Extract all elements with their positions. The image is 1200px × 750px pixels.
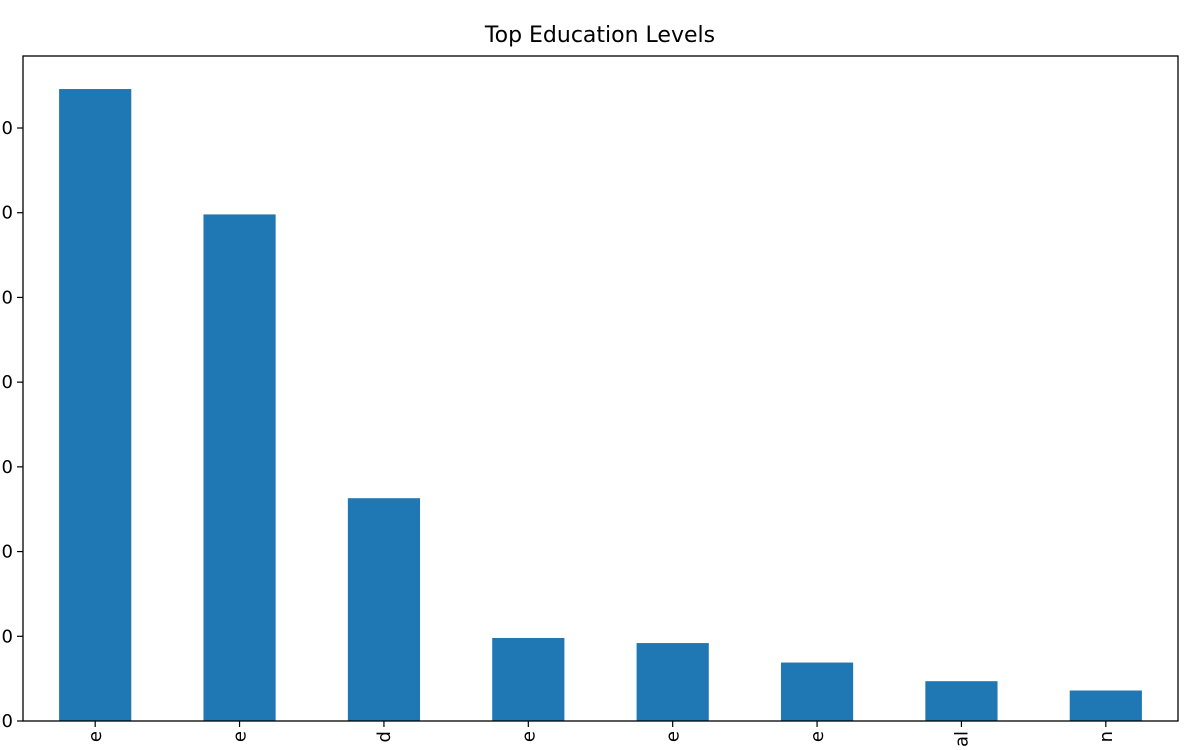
x-tick-label-2: d xyxy=(374,731,395,742)
bar-0 xyxy=(59,89,132,722)
bar-1 xyxy=(203,214,276,722)
chart-title: Top Education Levels xyxy=(484,23,715,48)
bar-6 xyxy=(925,681,998,721)
y-tick-label-7: 0 xyxy=(2,118,13,139)
y-axis: 0 0 0 0 0 0 0 0 xyxy=(2,118,23,732)
y-tick-label-3: 0 xyxy=(2,457,13,478)
x-tick-label-4: e xyxy=(663,731,684,742)
y-tick-label-6: 0 xyxy=(2,203,13,224)
x-tick-label-6: al xyxy=(951,731,972,747)
bar-7 xyxy=(1069,690,1142,721)
x-tick-label-0: e xyxy=(85,731,106,742)
bar-3 xyxy=(492,637,565,721)
y-tick-label-5: 0 xyxy=(2,287,13,308)
x-tick-label-7: n xyxy=(1096,731,1117,742)
x-tick-label-5: e xyxy=(807,731,828,742)
bars-group xyxy=(59,89,1142,722)
x-tick-label-3: e xyxy=(518,731,539,742)
x-tick-label-1: e xyxy=(230,731,251,742)
bar-5 xyxy=(780,662,854,721)
bar-4 xyxy=(636,643,709,721)
y-tick-label-2: 0 xyxy=(2,542,13,563)
bar-2 xyxy=(347,498,421,721)
y-tick-label-1: 0 xyxy=(2,626,13,647)
plot-frame xyxy=(22,55,1179,722)
y-tick-label-0: 0 xyxy=(2,711,13,732)
x-axis: e e d e e e al n xyxy=(85,721,1117,747)
y-tick-label-4: 0 xyxy=(2,372,13,393)
